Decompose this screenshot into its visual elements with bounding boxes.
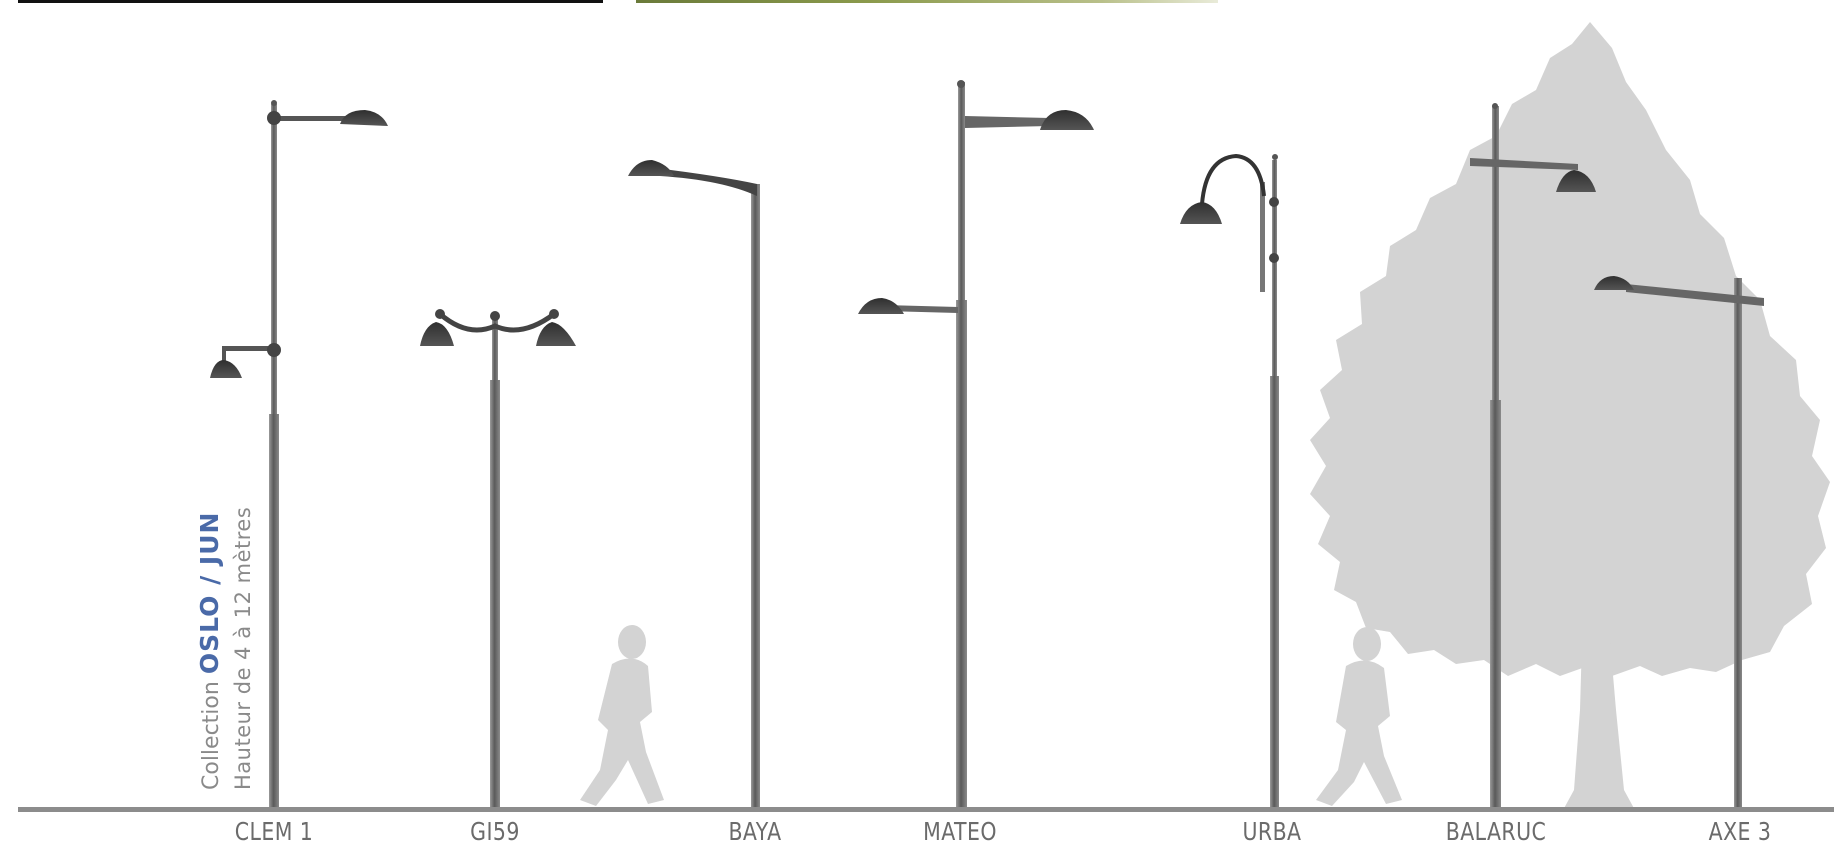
model-label-mateo: MATEO <box>923 817 997 846</box>
top-band-dark <box>18 0 603 3</box>
model-label-urba: URBA <box>1242 817 1302 846</box>
model-label-axe3: AXE 3 <box>1708 817 1772 846</box>
top-band-photo-edge <box>636 0 1218 3</box>
caption-brand: OSLO / JUN <box>195 511 224 675</box>
pedestrian-silhouette-right <box>1316 627 1402 806</box>
lamp-balaruc <box>1470 103 1596 810</box>
caption-prefix: Collection <box>199 681 224 790</box>
caption-subtitle: Hauteur de 4 à 12 mètres <box>231 506 255 790</box>
pedestrian-silhouette-left <box>580 625 664 806</box>
lamp-axe3 <box>1594 276 1764 810</box>
caption-title-line: Collection OSLO / JUN <box>193 507 227 790</box>
lamp-mateo <box>858 80 1094 810</box>
tree-silhouette <box>1310 22 1830 812</box>
lamp-baya <box>628 160 760 810</box>
lamp-gi59 <box>420 309 576 810</box>
model-label-clem1: CLEM 1 <box>234 817 314 846</box>
lamp-clem1 <box>210 100 388 810</box>
model-label-balaruc: BALARUC <box>1445 817 1547 846</box>
lamp-urba <box>1180 153 1279 810</box>
model-label-baya: BAYA <box>728 817 782 846</box>
ground-line <box>18 807 1834 812</box>
model-label-gi59: GI59 <box>470 817 520 846</box>
collection-caption: Collection OSLO / JUN Hauteur de 4 à 12 … <box>193 507 259 790</box>
